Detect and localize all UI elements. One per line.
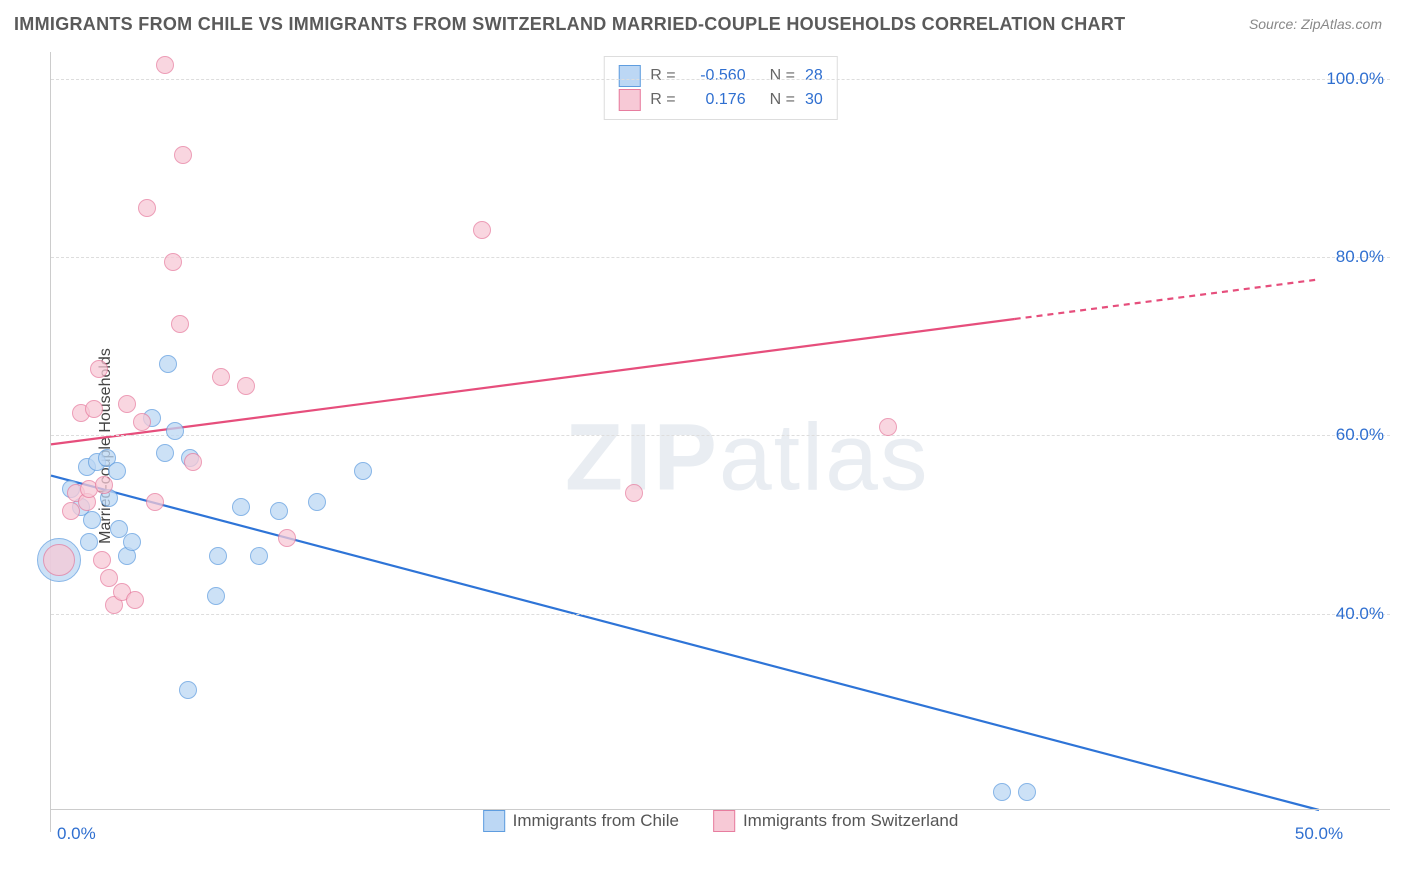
- data-point: [207, 587, 225, 605]
- x-tick-label: 0.0%: [57, 824, 96, 844]
- legend-correlation: R = -0.560 N = 28 R = 0.176 N = 30: [603, 56, 837, 120]
- legend-swatch: [618, 89, 640, 111]
- data-point: [232, 498, 250, 516]
- data-point: [308, 493, 326, 511]
- data-point: [473, 221, 491, 239]
- data-point: [93, 551, 111, 569]
- data-point: [85, 400, 103, 418]
- data-point: [237, 377, 255, 395]
- data-point: [83, 511, 101, 529]
- data-point: [270, 502, 288, 520]
- chart-plot-area: ZIPatlas R =-0.560N =28R =0.176N =30 Imm…: [50, 52, 1390, 832]
- legend-item: Immigrants from Switzerland: [713, 810, 958, 832]
- data-point: [174, 146, 192, 164]
- data-point: [278, 529, 296, 547]
- x-tick-label: 50.0%: [1295, 824, 1343, 844]
- data-point: [126, 591, 144, 609]
- data-point: [118, 395, 136, 413]
- data-point: [159, 355, 177, 373]
- legend-label: Immigrants from Switzerland: [743, 811, 958, 831]
- source-attribution: Source: ZipAtlas.com: [1249, 16, 1382, 32]
- trend-line: [1015, 279, 1319, 319]
- data-point: [43, 544, 75, 576]
- r-label: R =: [650, 91, 675, 109]
- data-point: [212, 368, 230, 386]
- gridline: [51, 435, 1390, 436]
- data-point: [133, 413, 151, 431]
- r-value: -0.560: [686, 67, 746, 85]
- legend-row: R = 0.176 N = 30: [618, 89, 822, 111]
- data-point: [164, 253, 182, 271]
- y-tick-label: 100.0%: [1326, 69, 1384, 89]
- n-label: N =: [770, 67, 795, 85]
- data-point: [156, 56, 174, 74]
- data-point: [95, 476, 113, 494]
- data-point: [90, 360, 108, 378]
- gridline: [51, 614, 1390, 615]
- gridline: [51, 257, 1390, 258]
- trend-line: [51, 319, 1015, 444]
- data-point: [156, 444, 174, 462]
- legend-swatch: [618, 65, 640, 87]
- trend-lines-svg: [51, 52, 1391, 832]
- data-point: [171, 315, 189, 333]
- data-point: [80, 533, 98, 551]
- data-point: [179, 681, 197, 699]
- n-value: 30: [805, 91, 823, 109]
- legend-series: Immigrants from Chile Immigrants from Swi…: [483, 810, 959, 832]
- trend-line: [51, 476, 1319, 810]
- y-tick-label: 60.0%: [1336, 425, 1384, 445]
- data-point: [879, 418, 897, 436]
- n-label: N =: [770, 91, 795, 109]
- data-point: [625, 484, 643, 502]
- data-point: [1018, 783, 1036, 801]
- legend-label: Immigrants from Chile: [513, 811, 679, 831]
- data-point: [123, 533, 141, 551]
- y-tick-label: 40.0%: [1336, 604, 1384, 624]
- y-tick-label: 80.0%: [1336, 247, 1384, 267]
- legend-swatch: [483, 810, 505, 832]
- data-point: [146, 493, 164, 511]
- data-point: [354, 462, 372, 480]
- legend-swatch: [713, 810, 735, 832]
- legend-row: R = -0.560 N = 28: [618, 65, 822, 87]
- data-point: [184, 453, 202, 471]
- legend-item: Immigrants from Chile: [483, 810, 679, 832]
- n-value: 28: [805, 67, 823, 85]
- data-point: [138, 199, 156, 217]
- r-label: R =: [650, 67, 675, 85]
- data-point: [209, 547, 227, 565]
- r-value: 0.176: [686, 91, 746, 109]
- data-point: [993, 783, 1011, 801]
- gridline: [51, 79, 1390, 80]
- data-point: [250, 547, 268, 565]
- chart-title: IMMIGRANTS FROM CHILE VS IMMIGRANTS FROM…: [14, 14, 1125, 35]
- data-point: [166, 422, 184, 440]
